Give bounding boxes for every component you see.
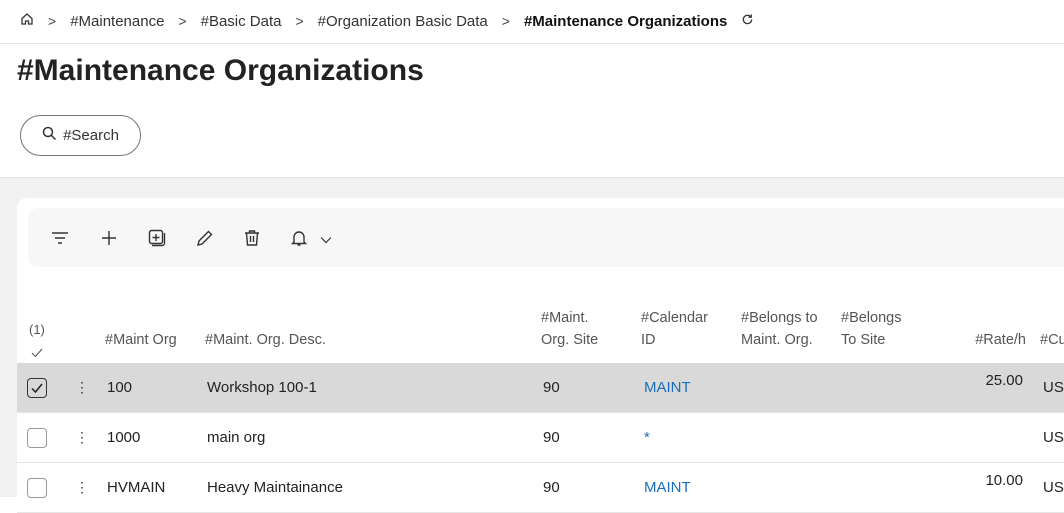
chevron-right-icon: >	[48, 13, 57, 29]
cell-desc: Heavy Maintainance	[207, 479, 343, 496]
chevron-right-icon: >	[501, 13, 510, 29]
row-checkbox[interactable]	[27, 378, 47, 398]
search-icon	[42, 126, 57, 145]
header-text: ID	[641, 332, 656, 348]
home-icon[interactable]	[20, 12, 34, 30]
cell-currency: US	[1043, 379, 1064, 396]
toolbar	[28, 208, 1064, 267]
header-belongs-site[interactable]: #Belongs To Site	[841, 307, 901, 351]
search-label: #Search	[63, 127, 119, 144]
header-desc[interactable]: #Maint. Org. Desc.	[205, 332, 326, 348]
cell-site: 90	[543, 429, 560, 446]
delete-icon[interactable]	[242, 228, 262, 248]
bell-icon[interactable]	[289, 228, 309, 248]
cell-desc: main org	[207, 429, 266, 446]
header-calendar[interactable]: #Calendar ID	[641, 307, 708, 351]
select-all-check-icon[interactable]	[31, 345, 43, 363]
header-text: Org. Site	[541, 332, 599, 348]
header-currency[interactable]: #Cu	[1040, 332, 1064, 348]
header-text: #Calendar	[641, 310, 708, 326]
header-text: #Belongs to	[741, 310, 818, 326]
header-maint-org[interactable]: #Maint Org	[105, 332, 177, 348]
cell-maint-org: 100	[107, 379, 133, 396]
page-title: #Maintenance Organizations	[17, 54, 424, 87]
edit-icon[interactable]	[195, 228, 215, 248]
add-icon[interactable]	[99, 228, 119, 248]
cell-currency: US	[1043, 479, 1064, 496]
breadcrumb: > #Maintenance > #Basic Data > #Organiza…	[20, 12, 768, 30]
chevron-right-icon: >	[178, 13, 187, 29]
cell-rate: 25.00	[985, 372, 1023, 389]
chevron-right-icon: >	[295, 13, 304, 29]
table-row[interactable]: ⋮ 1000 main org 90 * US	[17, 413, 1064, 463]
cell-rate: 10.00	[985, 472, 1023, 489]
cell-desc: Workshop 100-1	[207, 379, 317, 396]
table-row[interactable]: ⋮ HVMAIN Heavy Maintainance 90 MAINT 10.…	[17, 463, 1064, 513]
cell-calendar-link[interactable]: MAINT	[644, 379, 691, 396]
row-checkbox[interactable]	[27, 478, 47, 498]
header-belongs-org[interactable]: #Belongs to Maint. Org.	[741, 307, 818, 351]
breadcrumb-item[interactable]: #Basic Data	[200, 12, 282, 30]
cell-calendar-link[interactable]: MAINT	[644, 479, 691, 496]
cell-calendar-link[interactable]: *	[644, 429, 650, 446]
row-checkbox[interactable]	[27, 428, 47, 448]
row-menu-icon[interactable]: ⋮	[75, 429, 89, 445]
breadcrumb-current: #Maintenance Organizations	[523, 12, 728, 30]
header-text: #Belongs	[841, 310, 902, 326]
filter-icon[interactable]	[50, 228, 70, 248]
divider	[0, 43, 1064, 44]
row-menu-icon[interactable]: ⋮	[75, 379, 89, 395]
search-button[interactable]: #Search	[20, 115, 141, 156]
breadcrumb-item[interactable]: #Organization Basic Data	[317, 12, 488, 30]
header-text: Maint. Org.	[741, 332, 813, 348]
header-rate[interactable]: #Rate/h	[975, 332, 1026, 348]
header-text: To Site	[841, 332, 886, 348]
cell-maint-org: 1000	[107, 429, 141, 446]
chevron-down-icon[interactable]	[316, 230, 336, 250]
selected-count: (1)	[29, 322, 45, 337]
refresh-icon[interactable]	[741, 13, 754, 30]
breadcrumb-item[interactable]: #Maintenance	[70, 12, 165, 30]
table-row[interactable]: ⋮ 100 Workshop 100-1 90 MAINT 25.00 US	[17, 363, 1064, 413]
duplicate-icon[interactable]	[147, 228, 167, 248]
cell-maint-org: HVMAIN	[107, 479, 166, 496]
row-menu-icon[interactable]: ⋮	[75, 479, 89, 495]
header-site[interactable]: #Maint. Org. Site	[541, 307, 598, 351]
cell-currency: US	[1043, 429, 1064, 446]
header-text: #Maint.	[541, 310, 589, 326]
cell-site: 90	[543, 379, 560, 396]
cell-site: 90	[543, 479, 560, 496]
